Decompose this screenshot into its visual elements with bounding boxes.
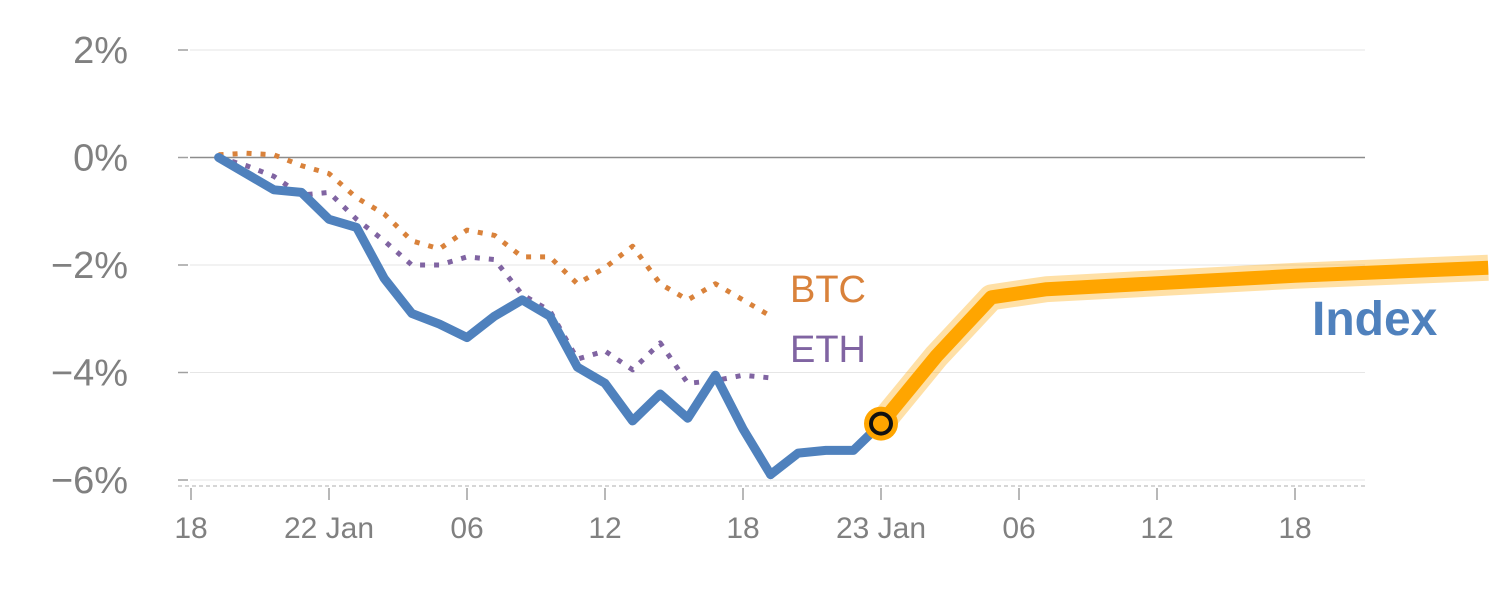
y-tick-label: −2%	[51, 245, 128, 287]
y-tick-label: 0%	[73, 138, 128, 180]
x-tick-label: 22 Jan	[284, 512, 374, 545]
x-tick-label: 18	[726, 512, 759, 545]
index-continued-line	[766, 419, 886, 480]
y-tick-label: 2%	[73, 30, 128, 72]
index-series-label: Index	[1312, 293, 1438, 346]
index-forecast-line	[875, 260, 1489, 429]
x-tick-label: 12	[588, 512, 621, 545]
eth-series-label: ETH	[790, 329, 866, 371]
btc-series-label: BTC	[790, 269, 866, 311]
y-tick-label: −4%	[51, 353, 128, 395]
x-tick-label: 06	[450, 512, 483, 545]
series-labels: BTC ETH Index	[790, 269, 1438, 371]
x-tick-label: 18	[1278, 512, 1311, 545]
x-tick-label: 06	[1002, 512, 1035, 545]
x-tick-label: 23 Jan	[836, 512, 926, 545]
gridlines	[190, 49, 1365, 481]
x-tick-label: 18	[174, 512, 207, 545]
y-tick-label: −6%	[51, 460, 128, 502]
junction-marker	[869, 411, 893, 436]
index-line	[214, 153, 776, 480]
btc-line	[218, 150, 772, 319]
axes: 2% 0% −2% −4% −6% 18 22 Jan 06 12 18 23 Jan 06 12 18	[51, 30, 1365, 545]
eth-line	[217, 155, 771, 386]
series-lines	[214, 150, 1489, 480]
x-tick-label: 12	[1140, 512, 1173, 545]
